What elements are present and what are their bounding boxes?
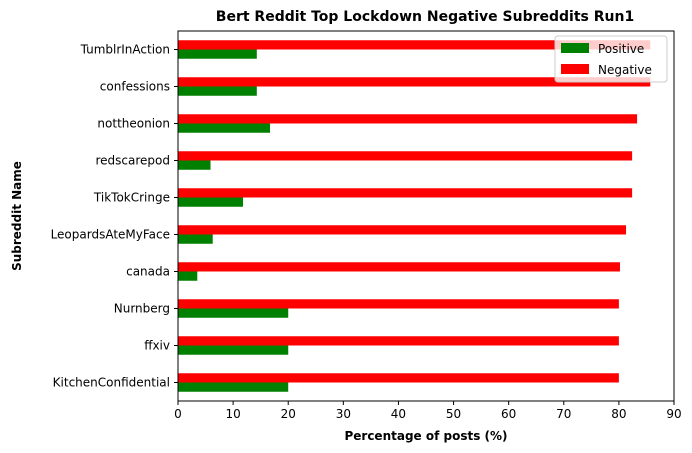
plot-frame — [177, 30, 675, 402]
bars-group — [178, 40, 651, 392]
x-tick-label: 60 — [501, 407, 516, 421]
bar-positive-redscarepod — [178, 160, 211, 170]
legend: Positive Negative — [554, 35, 668, 83]
bar-positive-KitchenConfidential — [178, 382, 289, 392]
y-tick-label: TumblrInAction — [80, 43, 170, 57]
y-tick-label: canada — [126, 265, 170, 279]
x-tick-label: 50 — [446, 407, 461, 421]
bar-positive-Nurnberg — [178, 308, 289, 318]
x-tick-label: 0 — [174, 407, 182, 421]
x-tick-label: 90 — [666, 407, 681, 421]
bar-negative-ffxiv — [178, 336, 619, 346]
bar-positive-TikTokCringe — [178, 197, 244, 207]
bar-negative-TumblrInAction — [178, 40, 651, 50]
bar-positive-confessions — [178, 86, 257, 96]
bar-negative-nottheonion — [178, 114, 638, 124]
bar-positive-canada — [178, 271, 198, 281]
bar-negative-TikTokCringe — [178, 188, 633, 198]
x-tick-label: 30 — [336, 407, 351, 421]
bar-positive-TumblrInAction — [178, 49, 257, 59]
x-tick-label: 10 — [225, 407, 240, 421]
legend-label-negative: Negative — [598, 63, 652, 77]
x-axis-ticks: 0 10 20 30 40 50 60 70 80 90 — [174, 401, 682, 421]
y-tick-label: Nurnberg — [114, 302, 170, 316]
x-tick-label: 20 — [281, 407, 296, 421]
bar-negative-KitchenConfidential — [178, 373, 619, 383]
bar-negative-confessions — [178, 77, 651, 87]
y-tick-label: confessions — [100, 80, 170, 94]
x-tick-label: 80 — [611, 407, 626, 421]
bar-positive-nottheonion — [178, 123, 271, 133]
bar-positive-ffxiv — [178, 345, 289, 355]
legend-label-positive: Positive — [598, 42, 644, 56]
x-axis-label: Percentage of posts (%) — [344, 429, 507, 443]
y-tick-label: ffxiv — [144, 339, 170, 353]
x-tick-label: 70 — [556, 407, 571, 421]
x-tick-label: 40 — [391, 407, 406, 421]
legend-swatch-positive — [561, 43, 589, 53]
y-axis-ticks: TumblrInAction confessions nottheonion reds… — [51, 43, 178, 390]
y-axis-label: Subreddit Name — [10, 161, 24, 271]
y-tick-label: LeopardsAteMyFace — [51, 228, 170, 242]
y-tick-label: nottheonion — [97, 117, 170, 131]
bar-negative-Nurnberg — [178, 299, 619, 309]
bar-positive-LeopardsAteMyFace — [178, 234, 213, 244]
bar-negative-canada — [178, 262, 620, 272]
y-tick-label: KitchenConfidential — [53, 376, 170, 390]
y-tick-label: redscarepod — [95, 154, 170, 168]
bar-negative-redscarepod — [178, 151, 633, 161]
legend-swatch-negative — [561, 64, 589, 74]
y-tick-label: TikTokCringe — [93, 191, 170, 205]
bar-negative-LeopardsAteMyFace — [178, 225, 627, 235]
chart-title: Bert Reddit Top Lockdown Negative Subred… — [216, 9, 634, 25]
